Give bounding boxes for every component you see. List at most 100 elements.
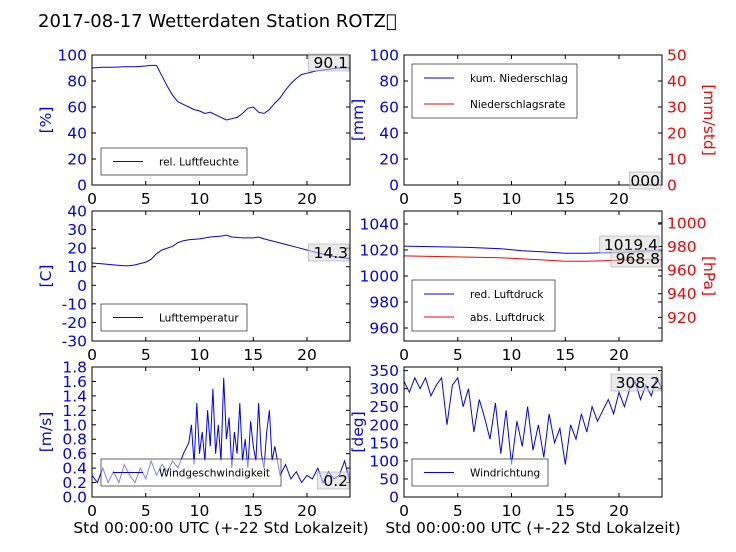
value-annotation-label: 0.2: [323, 472, 348, 490]
y-tick-label: 20: [67, 151, 87, 169]
y2-tick-label: 50: [667, 47, 687, 65]
y-tick-label: 1000: [360, 268, 399, 286]
y-axis-label: [%]: [37, 107, 55, 134]
x-tick-label: 0: [87, 346, 97, 364]
series-line-humidity-0: [92, 64, 350, 121]
y-tick-label: 60: [379, 99, 399, 117]
y-axis-label: [deg]: [349, 411, 367, 452]
value-annotation: 90.1: [307, 53, 350, 72]
y-tick-label: 100: [369, 47, 399, 65]
y-tick-label: 1.8: [62, 359, 87, 377]
y2-tick-label: 40: [667, 73, 687, 91]
y-tick-label: 300: [369, 380, 399, 398]
value-annotation-label: 14.3: [313, 244, 348, 262]
chart-panel-temperature: 0 5 10 15 20-30-20-10010203040[C]Lufttempera…: [37, 203, 351, 364]
y2-tick-label: 940: [667, 285, 697, 303]
value-annotation: 968.8: [610, 249, 662, 268]
y-tick-label: 60: [67, 99, 87, 117]
x-tick-label: 10: [502, 502, 522, 520]
y2-tick-label: 960: [667, 262, 697, 280]
plot-frame: [403, 54, 663, 186]
y-tick-label: 0: [77, 277, 87, 295]
y-tick-label: 1.0: [62, 416, 87, 434]
y-tick-label: 80: [67, 73, 87, 91]
y-tick-label: 250: [369, 398, 399, 416]
y-tick-label: 0: [389, 489, 399, 507]
y-tick-label: 0.4: [62, 460, 87, 478]
y-tick-label: 0.2: [62, 474, 87, 492]
x-tick-label: 5: [141, 502, 151, 520]
y-tick-label: -20: [62, 314, 87, 332]
chart-panel-pressure: 0 5 10 15 20 960 980 1000 1020 1040 920 940 960 980 10…: [360, 210, 718, 364]
x-tick-label: 0: [399, 190, 409, 208]
x-tick-label: 15: [555, 502, 575, 520]
x-tick-label: 10: [190, 190, 210, 208]
legend-label: Windrichtung: [470, 468, 540, 480]
y-tick-label: 50: [379, 470, 399, 488]
y-tick-label: 1.2: [62, 402, 87, 420]
x-tick-label: 10: [502, 190, 522, 208]
value-annotation-label: 000: [630, 172, 660, 190]
y2-tick-label: 0: [667, 177, 677, 195]
x-tick-label: 15: [555, 346, 575, 364]
y-tick-label: 30: [67, 221, 87, 239]
x-axis-label: Std 00:00:00 UTC (+-22 Std Lokalzeit): [73, 519, 368, 537]
x-tick-label: 0: [87, 502, 97, 520]
y-tick-label: 20: [379, 151, 399, 169]
x-tick-label: 15: [243, 190, 263, 208]
value-annotation-box: [317, 471, 350, 490]
value-annotation-box: [629, 171, 662, 190]
y-tick-label: 10: [67, 258, 87, 276]
y-tick-label: 980: [369, 294, 399, 312]
x-tick-label: 5: [453, 190, 463, 208]
legend-label: red. Luftdruck: [470, 289, 544, 301]
x-axis-label: Std 00:00:00 UTC (+-22 Std Lokalzeit): [385, 519, 680, 537]
y-tick-label: 80: [379, 73, 399, 91]
series-line-temperature-0: [92, 234, 350, 267]
y-tick-label: 960: [369, 320, 399, 338]
value-annotation-label: 1019.4: [604, 236, 658, 254]
legend-label: kum. Niederschlag: [470, 73, 568, 85]
x-tick-label: 20: [609, 346, 629, 364]
y-tick-label: 20: [67, 240, 87, 258]
x-tick-label: 5: [141, 346, 151, 364]
y-tick-label: 100: [369, 452, 399, 470]
y-tick-label: 0.8: [62, 431, 87, 449]
y-tick-label: 1.4: [62, 387, 87, 405]
y-axis-label: [mm]: [349, 99, 367, 141]
page-title: 2017-08-17 Wetterdaten Station ROTZ : [38, 11, 397, 32]
y2-tick-label: 30: [667, 99, 687, 117]
y-tick-label: 40: [379, 125, 399, 143]
plot-frame: [91, 54, 351, 186]
x-tick-label: 15: [243, 346, 263, 364]
chart-panel-rain: 0 5 10 15 20 0 20 40 60 80 100 0 10 20 30 40 50 [mm] [mm/s…: [349, 47, 718, 209]
x-tick-label: 20: [609, 190, 629, 208]
value-annotation-box: [610, 249, 662, 268]
y-tick-label: 40: [67, 203, 87, 221]
x-tick-label: 20: [297, 346, 317, 364]
y-tick-label: 350: [369, 362, 399, 380]
y-tick-label: 100: [57, 47, 87, 65]
y-tick-label: -10: [62, 295, 87, 313]
x-tick-label: 20: [297, 502, 317, 520]
x-tick-label: 15: [555, 190, 575, 208]
value-annotation-label: 968.8: [616, 250, 660, 268]
plot-frame: [91, 366, 351, 498]
value-annotation-box: [307, 53, 350, 72]
x-tick-label: 0: [399, 502, 409, 520]
x-tick-label: 0: [399, 346, 409, 364]
y2-tick-label: 20: [667, 125, 687, 143]
legend-label: rel. Luftfeuchte: [159, 157, 239, 169]
legend-label: abs. Luftdruck: [470, 312, 546, 324]
y-tick-label: 1040: [360, 216, 399, 234]
y-tick-label: 0: [77, 177, 87, 195]
legend-label: Windgeschwindigkeit: [159, 468, 270, 480]
y2-tick-label: 10: [667, 151, 687, 169]
plot-frame: [91, 210, 351, 342]
x-tick-label: 10: [190, 502, 210, 520]
plot-frame: [403, 366, 663, 498]
series-line-wind-direction-0: [404, 376, 662, 465]
y2-tick-label: 1000: [667, 214, 706, 232]
x-tick-label: 20: [297, 190, 317, 208]
